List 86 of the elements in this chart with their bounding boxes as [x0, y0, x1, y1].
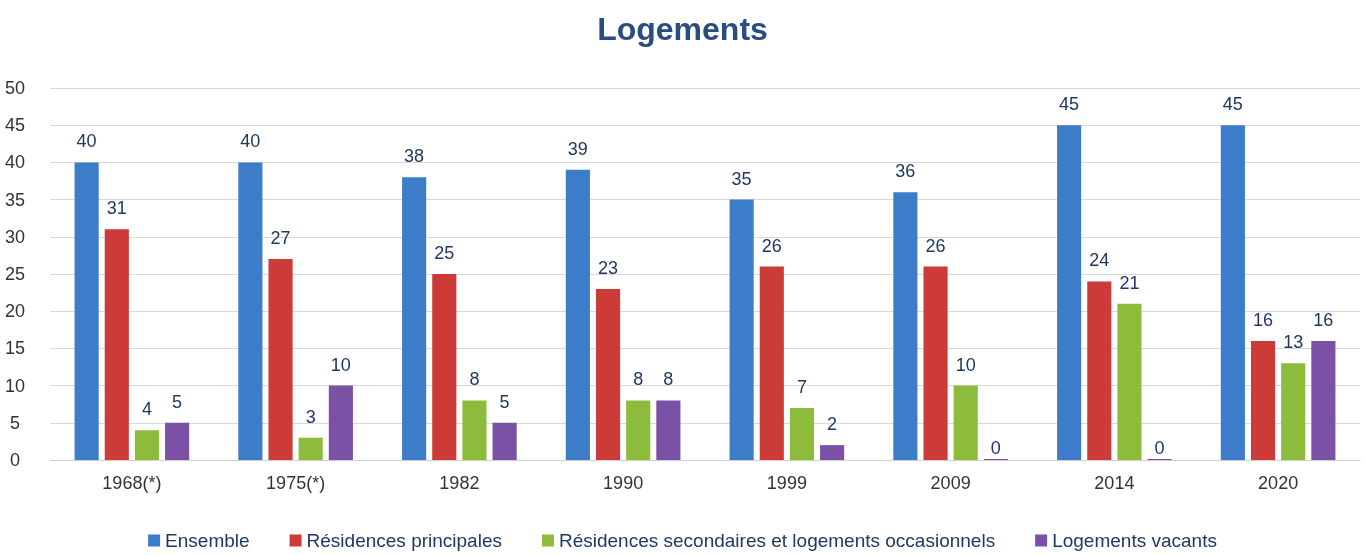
- x-tick-label: 2020: [1258, 473, 1299, 493]
- data-label: 45: [1222, 94, 1243, 115]
- bar: [74, 162, 99, 460]
- bar: [595, 288, 621, 460]
- x-tick-label: 1982: [439, 473, 480, 493]
- y-tick-label: 5: [9, 412, 21, 433]
- bar: [268, 259, 293, 460]
- bar: [134, 430, 160, 460]
- data-label: 2: [827, 414, 838, 435]
- data-label: 4: [141, 399, 152, 420]
- bar: [1281, 363, 1306, 460]
- bar: [1311, 340, 1336, 460]
- data-label: 38: [404, 146, 425, 167]
- bar: [1087, 281, 1112, 460]
- y-tick-label: 20: [4, 301, 26, 322]
- data-label: 3: [305, 406, 316, 427]
- data-label: 8: [469, 369, 480, 390]
- y-tick-label: 50: [4, 78, 26, 98]
- data-label: 7: [796, 376, 807, 397]
- data-label: 0: [990, 438, 1001, 458]
- x-tick-label: 1999: [766, 473, 807, 493]
- data-label: 36: [895, 161, 916, 182]
- bar: [402, 177, 427, 460]
- bar: [1220, 125, 1245, 460]
- data-label: 5: [499, 391, 510, 412]
- bar: [165, 422, 190, 460]
- bar: [656, 400, 681, 460]
- chart-title: Logements: [597, 11, 768, 47]
- legend-label: Ensemble: [165, 530, 250, 551]
- data-label: 16: [1313, 309, 1334, 330]
- bar: [729, 199, 754, 460]
- y-tick-label: 40: [4, 152, 26, 173]
- x-tick-label: 2009: [930, 473, 971, 493]
- data-label: 25: [434, 243, 455, 263]
- data-label: 31: [106, 198, 127, 219]
- legend-label: Logements vacants: [1052, 530, 1217, 551]
- bar: [328, 385, 353, 460]
- data-label: 8: [633, 369, 644, 390]
- bar: [759, 266, 784, 460]
- bar: [1057, 125, 1082, 460]
- bar: [492, 422, 517, 460]
- data-label: 27: [270, 228, 291, 249]
- data-label: 5: [172, 391, 183, 412]
- x-tick-label: 1990: [603, 473, 644, 493]
- legend-label: Résidences principales: [306, 530, 502, 551]
- bar: [820, 445, 845, 460]
- data-label: 0: [1154, 438, 1165, 458]
- y-tick-label: 15: [4, 338, 26, 359]
- bar: [789, 407, 815, 460]
- data-label: 26: [925, 235, 946, 256]
- bar: [432, 274, 457, 460]
- bar: [462, 400, 487, 460]
- data-label: 10: [955, 354, 976, 375]
- data-label: 39: [567, 138, 588, 159]
- y-tick-label: 45: [4, 115, 26, 136]
- data-label: 40: [240, 131, 261, 152]
- legend-label: Résidences secondaires et logements occasionnels: [558, 530, 996, 551]
- bar: [238, 162, 263, 460]
- data-label: 10: [330, 354, 351, 375]
- data-label: 45: [1059, 94, 1080, 115]
- x-tick-label: 1968(*): [102, 473, 162, 493]
- x-tick-label: 1975(*): [266, 473, 326, 493]
- y-tick-label: 10: [4, 375, 26, 396]
- data-label: 21: [1119, 272, 1140, 293]
- y-tick-label: 0: [9, 450, 21, 470]
- data-label: 26: [761, 235, 782, 256]
- data-label: 24: [1089, 250, 1110, 271]
- bar: [104, 229, 129, 460]
- data-label: 40: [76, 131, 97, 152]
- data-label: 23: [598, 257, 619, 278]
- bar: [1250, 340, 1276, 460]
- bar: [298, 437, 323, 460]
- bar: [893, 192, 918, 460]
- data-label: 13: [1283, 332, 1304, 353]
- data-label: 16: [1253, 309, 1274, 330]
- bar: [953, 385, 978, 460]
- y-tick-label: 35: [4, 189, 26, 210]
- bar: [565, 169, 590, 460]
- bar: [1117, 303, 1142, 460]
- y-tick-label: 25: [4, 264, 26, 284]
- data-label: 8: [663, 369, 674, 390]
- data-label: 35: [731, 168, 752, 189]
- y-tick-label: 30: [4, 226, 26, 247]
- bar: [626, 400, 651, 460]
- x-tick-label: 2014: [1094, 473, 1135, 493]
- bar: [923, 266, 948, 460]
